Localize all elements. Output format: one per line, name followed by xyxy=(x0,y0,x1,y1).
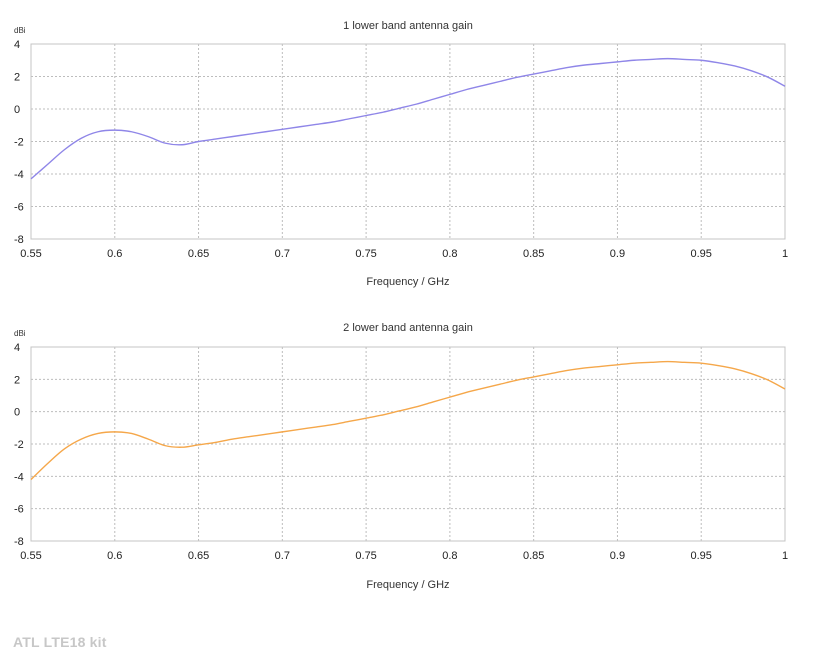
grid xyxy=(30,346,786,542)
x-tick-label: 0.6 xyxy=(107,550,122,562)
x-tick-label: 0.9 xyxy=(610,550,625,562)
watermark: ATL LTE18 kit xyxy=(13,634,107,650)
y-tick-label: -8 xyxy=(14,234,24,246)
x-tick-label: 0.95 xyxy=(691,550,712,562)
chart-title: 2 lower band antenna gain xyxy=(343,322,473,334)
chart-title: 1 lower band antenna gain xyxy=(343,20,473,32)
x-tick-label: 0.7 xyxy=(275,550,290,562)
x-tick-label: 0.8 xyxy=(442,550,457,562)
y-tick-label: -2 xyxy=(14,439,24,451)
y-tick-label: 0 xyxy=(14,104,20,116)
x-tick-label: 0.8 xyxy=(442,248,457,260)
x-tick-label: 0.75 xyxy=(355,248,376,260)
y-tick-label: -8 xyxy=(14,536,24,548)
y-tick-label: 4 xyxy=(14,39,20,51)
y-tick-label: 0 xyxy=(14,407,20,419)
x-tick-label: 1 xyxy=(782,248,788,260)
y-tick-label: -6 xyxy=(14,504,24,516)
x-tick-label: 0.9 xyxy=(610,248,625,260)
x-axis-label: Frequency / GHz xyxy=(366,276,449,288)
x-tick-label: 1 xyxy=(782,550,788,562)
chart-2: 2 lower band antenna gain dBi 4 2 0 -2 -4 -6 -8 0… xyxy=(14,322,788,591)
x-tick-label: 0.55 xyxy=(20,550,41,562)
x-tick-label: 0.75 xyxy=(355,550,376,562)
chart-1: 1 lower band antenna gain dBi 4 2 0 -2 -4 -6 -8 0… xyxy=(14,20,788,288)
y-tick-label: 2 xyxy=(14,72,20,84)
x-tick-label: 0.7 xyxy=(275,248,290,260)
y-tick-label: -4 xyxy=(14,169,24,181)
plot-frame xyxy=(30,346,786,542)
y-tick-label: 4 xyxy=(14,342,20,354)
y-tick-label: -2 xyxy=(14,137,24,149)
y-tick-label: 2 xyxy=(14,374,20,386)
x-axis-label: Frequency / GHz xyxy=(366,579,449,591)
gain-series-line xyxy=(30,360,786,481)
x-tick-label: 0.65 xyxy=(188,248,209,260)
y-axis-unit: dBi xyxy=(14,329,26,338)
gain-series-line xyxy=(30,57,786,180)
x-tick-label: 0.85 xyxy=(523,550,544,562)
plot-frame xyxy=(30,43,786,240)
x-tick-label: 0.85 xyxy=(523,248,544,260)
y-axis-unit: dBi xyxy=(14,26,26,35)
x-tick-label: 0.55 xyxy=(20,248,41,260)
x-tick-label: 0.95 xyxy=(691,248,712,260)
grid xyxy=(30,43,786,240)
x-tick-label: 0.6 xyxy=(107,248,122,260)
y-tick-label: -6 xyxy=(14,202,24,214)
y-tick-label: -4 xyxy=(14,471,24,483)
x-tick-label: 0.65 xyxy=(188,550,209,562)
